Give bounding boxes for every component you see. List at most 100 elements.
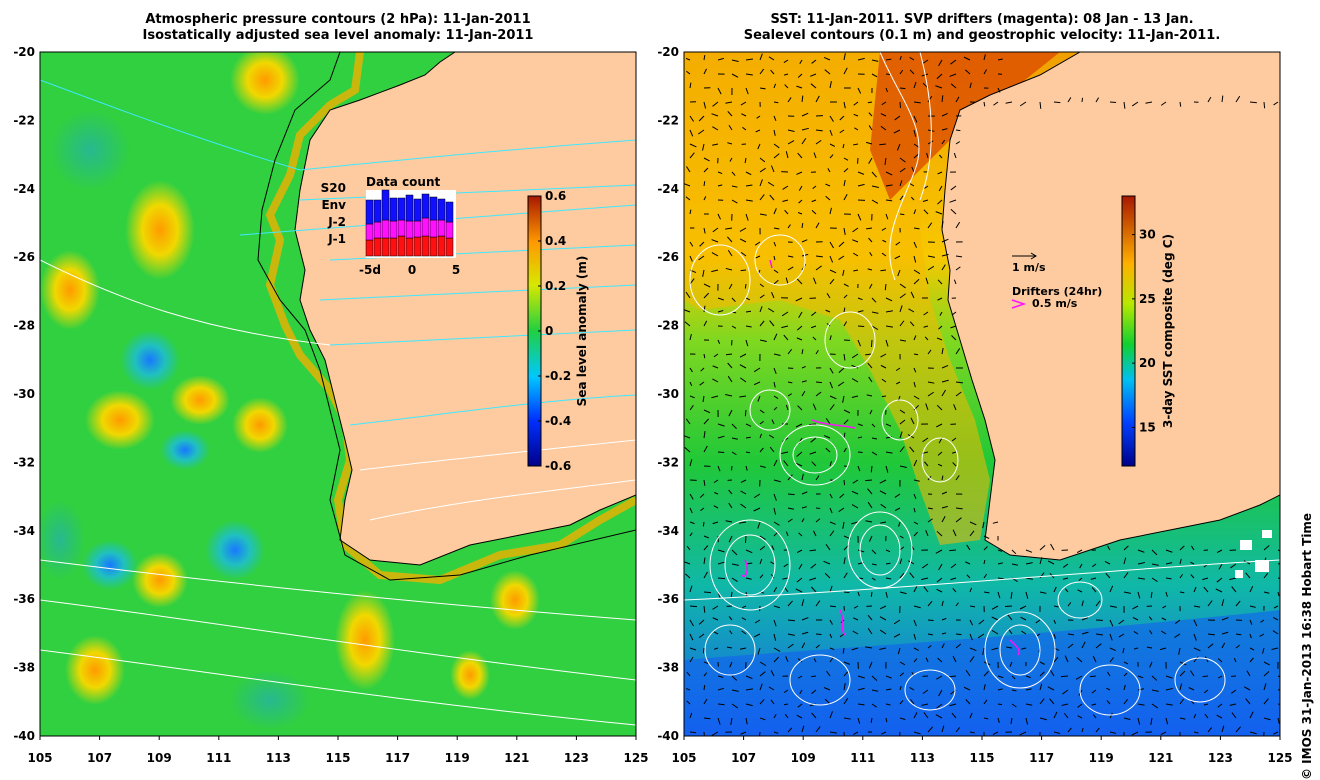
velocity-arrow: [725, 353, 733, 356]
velocity-arrow: [1039, 591, 1047, 594]
velocity-arrow: [730, 591, 733, 599]
velocity-arrow: [1202, 675, 1209, 678]
velocity-arrow: [825, 183, 831, 187]
sla-colorbar-tick-label: 0: [545, 324, 553, 338]
velocity-arrow: [809, 549, 817, 552]
velocity-arrow: [698, 633, 705, 639]
data-count-bar-j2: [429, 219, 438, 238]
velocity-arrow: [1263, 591, 1270, 594]
velocity-arrow: [811, 675, 817, 678]
velocity-arrow: [712, 126, 719, 131]
velocity-arrow: [759, 717, 766, 721]
velocity-arrow: [815, 95, 820, 103]
velocity-arrow: [731, 59, 739, 62]
velocity-arrow: [955, 475, 960, 481]
velocity-arrow: [950, 563, 957, 569]
velocity-arrow: [689, 129, 694, 137]
velocity-arrow: [759, 535, 766, 541]
velocity-arrow: [1011, 675, 1016, 680]
velocity-arrow: [703, 353, 706, 359]
velocity-arrow: [745, 549, 753, 554]
velocity-arrow: [843, 419, 849, 425]
velocity-arrow: [1151, 563, 1159, 566]
velocity-arrow: [689, 255, 693, 262]
velocity-arrow: [829, 530, 835, 537]
velocity-arrow: [1165, 717, 1169, 725]
velocity-arrow: [913, 153, 920, 159]
velocity-arrow: [927, 507, 933, 510]
velocity-arrow: [1203, 689, 1209, 694]
velocity-arrow: [823, 687, 831, 691]
velocity-arrow: [895, 241, 901, 246]
velocity-arrow: [843, 661, 851, 665]
velocity-arrow: [711, 252, 719, 257]
velocity-arrow: [801, 518, 805, 523]
velocity-arrow: [941, 221, 944, 229]
velocity-arrow: [812, 403, 817, 411]
velocity-arrow: [879, 490, 887, 495]
velocity-arrow: [745, 87, 749, 95]
velocity-arrow: [868, 157, 873, 164]
velocity-arrow: [785, 277, 789, 285]
velocity-arrow: [885, 58, 892, 61]
velocity-arrow: [785, 656, 789, 663]
velocity-arrow: [843, 409, 851, 414]
velocity-arrow: [1179, 101, 1182, 107]
velocity-arrow: [913, 619, 917, 627]
velocity-arrow: [782, 577, 789, 580]
velocity-arrow: [1202, 577, 1209, 581]
velocity-arrow: [935, 211, 943, 215]
velocity-arrow: [815, 726, 821, 733]
data-count-bar-env: [429, 196, 438, 221]
velocity-arrow: [867, 614, 873, 621]
velocity-arrow: [885, 213, 889, 220]
velocity-arrow: [717, 171, 723, 175]
velocity-arrow: [965, 69, 971, 75]
velocity-arrow: [689, 532, 693, 537]
velocity-arrow: [842, 521, 845, 529]
velocity-arrow: [938, 325, 943, 330]
velocity-arrow: [1123, 717, 1131, 720]
velocity-arrow: [782, 185, 789, 190]
velocity-arrow: [799, 689, 803, 695]
velocity-arrow: [689, 278, 695, 285]
velocity-arrow: [893, 129, 901, 134]
sst-cold-south: [684, 610, 1280, 736]
velocity-arrow: [1006, 646, 1013, 649]
velocity-arrow: [1249, 633, 1252, 639]
velocity-arrow: [801, 631, 809, 635]
velocity-arrow: [712, 227, 719, 233]
velocity-arrow: [1249, 711, 1254, 719]
velocity-arrow: [757, 521, 761, 529]
left-y-tick-label: -24: [13, 182, 35, 196]
velocity-arrow: [969, 656, 975, 663]
right-x-tick-label: 107: [731, 751, 756, 765]
velocity-arrow: [731, 563, 739, 566]
velocity-arrow: [867, 628, 873, 635]
velocity-arrow: [783, 334, 789, 341]
velocity-arrow: [857, 339, 861, 347]
velocity-arrow: [745, 451, 751, 454]
velocity-arrow: [881, 731, 887, 735]
velocity-arrow: [759, 157, 766, 163]
velocity-arrow: [868, 237, 873, 243]
velocity-arrow: [1095, 97, 1100, 103]
velocity-arrow: [938, 185, 943, 192]
velocity-arrow: [825, 447, 831, 453]
left-x-tick-label: 121: [504, 751, 529, 765]
velocity-arrow: [885, 577, 892, 580]
velocity-arrow: [871, 199, 879, 204]
velocity-arrow: [1064, 655, 1069, 663]
velocity-arrow: [1137, 591, 1141, 599]
velocity-arrow: [783, 73, 789, 76]
velocity-arrow: [949, 703, 957, 707]
velocity-arrow: [992, 731, 999, 736]
velocity-arrow: [885, 325, 893, 328]
velocity-arrow: [895, 367, 901, 372]
right-land: [941, 52, 1280, 561]
velocity-arrow: [1165, 591, 1168, 597]
velocity-arrow: [829, 461, 832, 467]
velocity-arrow: [1151, 549, 1158, 556]
velocity-arrow: [745, 465, 748, 471]
velocity-arrow: [1039, 661, 1045, 665]
